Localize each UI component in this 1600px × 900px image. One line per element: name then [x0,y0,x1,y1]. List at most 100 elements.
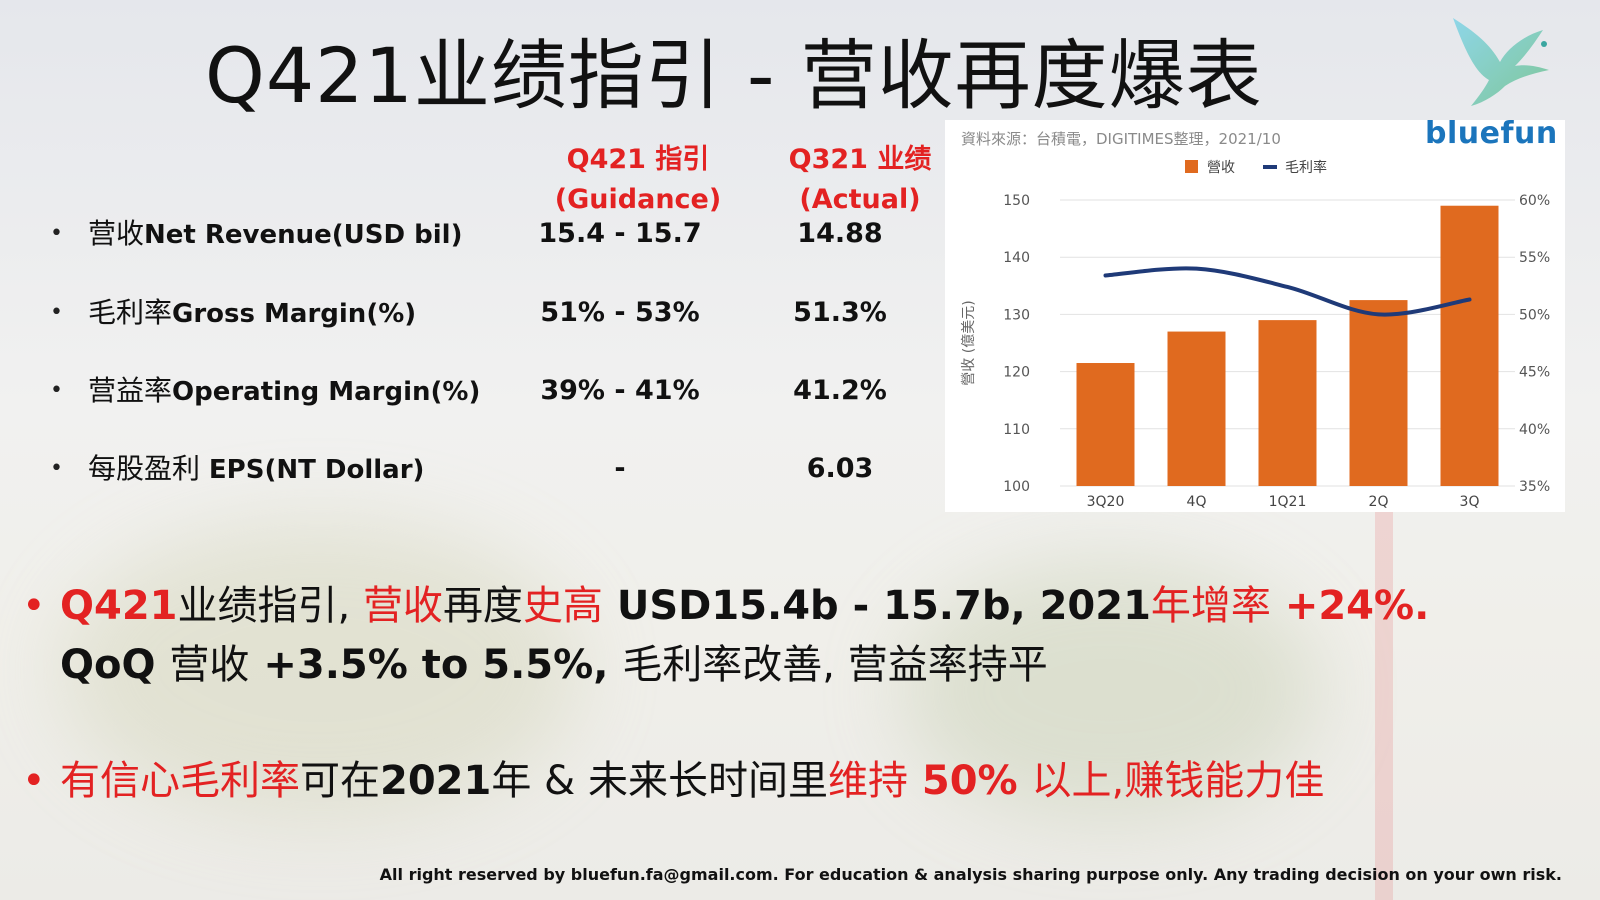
metric-label: 毛利率Gross Margin(%) [88,293,416,334]
legend-swatch-margin [1263,165,1277,169]
guidance-header-line2: (Guidance) [554,184,722,215]
point-text: 有信心毛利率 [60,758,300,804]
x-tick-label: 4Q [1187,494,1207,510]
bullet-icon: • [50,221,63,246]
hummingbird-logo-icon [1453,18,1549,106]
background-blur [900,560,1320,820]
point-text: 2021 [380,758,492,804]
metric-actual: 41.2% [793,375,887,406]
y2-tick-label: 45% [1519,365,1550,381]
metric-row-operating-margin: • 营益率Operating Margin(%) 39% - 41% 41.2% [50,371,930,411]
y2-tick-label: 60% [1519,193,1550,209]
point-text: QoQ [60,642,170,688]
y2-tick-label: 35% [1519,479,1550,495]
chart-axes: 100 35% 110 40% 120 45% 130 50% 140 55% 150 60% 營收 (… [961,193,1550,510]
point-text: 史高 [522,583,603,629]
revenue-bar [1349,300,1408,486]
page-title: Q421业绩指引 - 营收再度爆表 [205,31,1263,120]
metric-row-revenue: • 营收Net Revenue(USD bil) 15.4 - 15.7 14.… [50,214,930,254]
metric-actual: 51.3% [793,297,887,328]
bullet-icon: • [50,378,63,403]
guidance-column-header: Q421 指引 (Guidance) [538,140,738,220]
bullet-icon: • [22,758,46,804]
bullet-icon: • [50,300,63,325]
gross-margin-line [1103,266,1472,317]
metric-actual: 14.88 [797,218,883,249]
metric-guidance: 39% - 41% [540,375,700,406]
metric-label-zh: 每股盈利 [88,452,209,485]
point-text: 毛利率改善, 营益率持平 [622,642,1048,688]
metric-label-zh: 营收 [88,217,145,250]
metric-guidance: 15.4 - 15.7 [538,218,702,249]
bullet-icon: • [50,456,63,481]
metric-label-zh: 营益率 [88,374,173,407]
x-tick-label: 1Q21 [1269,494,1307,510]
guidance-header-line1: Q421 指引 [566,144,710,175]
revenue-bar [1167,331,1226,486]
metric-row-gross-margin: • 毛利率Gross Margin(%) 51% - 53% 51.3% [50,293,930,333]
actual-header-line2: (Actual) [799,184,921,215]
background-decoration [1375,510,1393,900]
chart-line [1103,266,1472,317]
point-text: USD15.4b - 15.7b, 2021 [602,583,1151,629]
point-text: +24%. [1270,583,1430,629]
revenue-margin-chart: 資料來源：台積電，DIGITIMES整理，2021/10 營收 毛利率 100 35… [945,120,1565,512]
y-tick-label: 150 [1003,193,1030,209]
y-tick-label: 120 [1003,365,1030,381]
y2-tick-label: 55% [1519,250,1550,266]
x-tick-label: 3Q [1460,494,1480,510]
key-point-1: • Q421业绩指引, 营收再度史高 USD15.4b - 15.7b, 2021… [22,577,1429,635]
key-point-2: • 有信心毛利率可在2021年 & 未来长时间里维持 50% 以上,赚钱能力佳 [22,752,1324,810]
point-text: 营收 [169,642,250,688]
revenue-bar [1440,205,1499,486]
x-tick-label: 2Q [1369,494,1389,510]
point-text: 年增率 [1150,583,1271,629]
metric-label-en: Operating Margin(%) [172,377,481,407]
metric-actual: 6.03 [806,453,874,484]
metric-label-en: Net Revenue(USD bil) [144,220,463,250]
point-text: 可在 [300,758,380,804]
revenue-bar [1076,363,1135,486]
y-tick-label: 110 [1003,422,1030,438]
x-tick-label: 3Q20 [1087,494,1125,510]
chart-svg: 資料來源：台積電，DIGITIMES整理，2021/10 營收 毛利率 100 35… [961,130,1550,510]
point-text: +3.5% to 5.5%, [249,642,623,688]
y2-tick-label: 50% [1519,307,1550,323]
metric-row-eps: • 每股盈利 EPS(NT Dollar) - 6.03 [50,449,930,489]
metric-label-en: Gross Margin(%) [172,299,417,329]
metric-label-zh: 毛利率 [88,296,173,329]
point-text: 50% [907,758,1032,804]
legend-swatch-revenue [1185,160,1198,173]
point-text: 再度 [442,583,523,629]
metric-guidance: - [614,453,626,484]
key-point-1-continued: QoQ 营收 +3.5% to 5.5%, 毛利率改善, 营益率持平 [60,636,1048,694]
point-text: 营收 [362,583,443,629]
y-tick-label: 100 [1003,479,1030,495]
legend-label-revenue: 營收 [1207,160,1235,176]
copyright-footer: All right reserved by bluefun.fa@gmail.c… [379,865,1562,884]
metric-guidance: 51% - 53% [540,297,700,328]
actual-header-line1: Q321 业绩 [788,144,932,175]
legend-label-margin: 毛利率 [1285,159,1327,176]
point-text: Q421 [60,583,178,629]
bullet-icon: • [22,583,46,629]
chart-bars [1076,205,1499,486]
point-text: 维持 [827,758,908,804]
chart-source: 資料來源：台積電，DIGITIMES整理，2021/10 [961,130,1281,148]
revenue-bar [1258,320,1317,486]
metric-label: 营益率Operating Margin(%) [88,371,480,412]
metric-label-en: EPS(NT Dollar) [208,455,425,485]
point-text: 业绩指引, [177,583,363,629]
y2-tick-label: 40% [1519,422,1550,438]
metric-label: 营收Net Revenue(USD bil) [88,214,462,255]
chart-legend: 營收 毛利率 [1185,159,1327,176]
actual-column-header: Q321 业绩 (Actual) [760,140,960,220]
background-blur [60,520,580,820]
y-tick-label: 130 [1003,307,1030,323]
y-tick-label: 140 [1003,250,1030,266]
y-axis-label: 營收 (億美元) [961,300,977,385]
brand-logo: bluefun [1425,116,1558,151]
point-text: 以上,赚钱能力佳 [1031,758,1325,804]
point-text: 年 & 未来长时间里 [491,758,828,804]
metric-label: 每股盈利 EPS(NT Dollar) [88,449,424,490]
